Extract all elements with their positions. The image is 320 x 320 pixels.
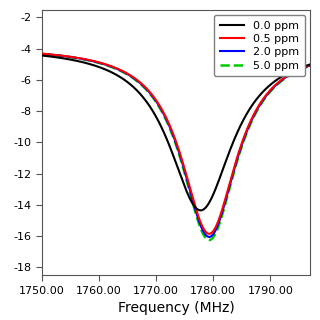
5.0 ppm xyxy=(274,84,278,87)
0.0 ppm xyxy=(70,58,74,62)
0.0 ppm xyxy=(40,53,44,57)
Legend: 0.0 ppm, 0.5 ppm, 2.0 ppm, 5.0 ppm: 0.0 ppm, 0.5 ppm, 2.0 ppm, 5.0 ppm xyxy=(214,15,305,76)
5.0 ppm xyxy=(207,238,211,242)
5.0 ppm xyxy=(143,86,147,90)
0.5 ppm xyxy=(207,232,211,236)
5.0 ppm xyxy=(155,100,158,104)
2.0 ppm xyxy=(86,58,90,62)
0.5 ppm xyxy=(308,63,312,67)
2.0 ppm xyxy=(70,55,74,59)
0.0 ppm xyxy=(86,62,90,66)
0.0 ppm xyxy=(199,208,203,212)
5.0 ppm xyxy=(86,58,90,62)
0.0 ppm xyxy=(143,97,147,101)
0.5 ppm xyxy=(155,99,158,102)
0.5 ppm xyxy=(274,82,278,86)
Line: 2.0 ppm: 2.0 ppm xyxy=(42,54,310,237)
2.0 ppm xyxy=(303,65,307,69)
0.5 ppm xyxy=(86,58,90,62)
2.0 ppm xyxy=(155,100,158,103)
0.0 ppm xyxy=(274,78,278,82)
2.0 ppm xyxy=(40,52,44,56)
2.0 ppm xyxy=(308,63,312,67)
0.5 ppm xyxy=(303,65,307,69)
2.0 ppm xyxy=(207,235,211,239)
Line: 5.0 ppm: 5.0 ppm xyxy=(42,54,310,240)
X-axis label: Frequency (MHz): Frequency (MHz) xyxy=(118,301,234,315)
0.0 ppm xyxy=(303,64,307,68)
5.0 ppm xyxy=(303,66,307,69)
Line: 0.5 ppm: 0.5 ppm xyxy=(42,54,310,234)
5.0 ppm xyxy=(308,64,312,68)
5.0 ppm xyxy=(40,52,44,56)
0.0 ppm xyxy=(308,62,312,66)
0.5 ppm xyxy=(70,55,74,59)
0.5 ppm xyxy=(143,85,147,89)
2.0 ppm xyxy=(143,85,147,89)
Line: 0.0 ppm: 0.0 ppm xyxy=(42,55,310,210)
0.5 ppm xyxy=(40,52,44,56)
0.0 ppm xyxy=(155,115,158,119)
2.0 ppm xyxy=(274,83,278,87)
5.0 ppm xyxy=(70,55,74,59)
